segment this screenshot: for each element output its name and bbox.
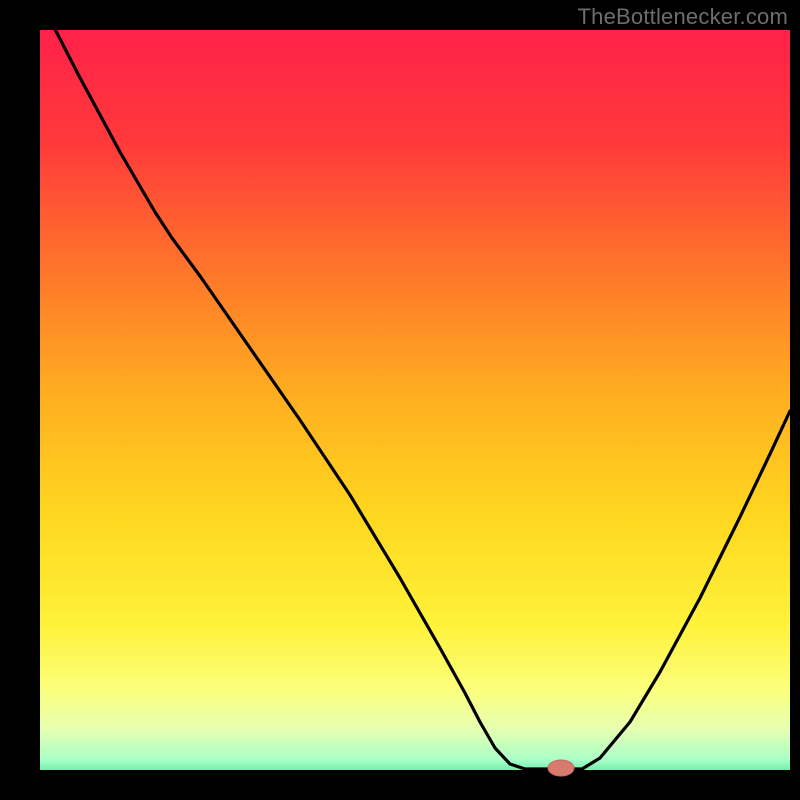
bottleneck-curve	[40, 0, 790, 769]
optimal-marker	[548, 760, 574, 776]
bottleneck-curve-svg	[0, 0, 800, 800]
watermark-text: TheBottlenecker.com	[578, 4, 788, 30]
